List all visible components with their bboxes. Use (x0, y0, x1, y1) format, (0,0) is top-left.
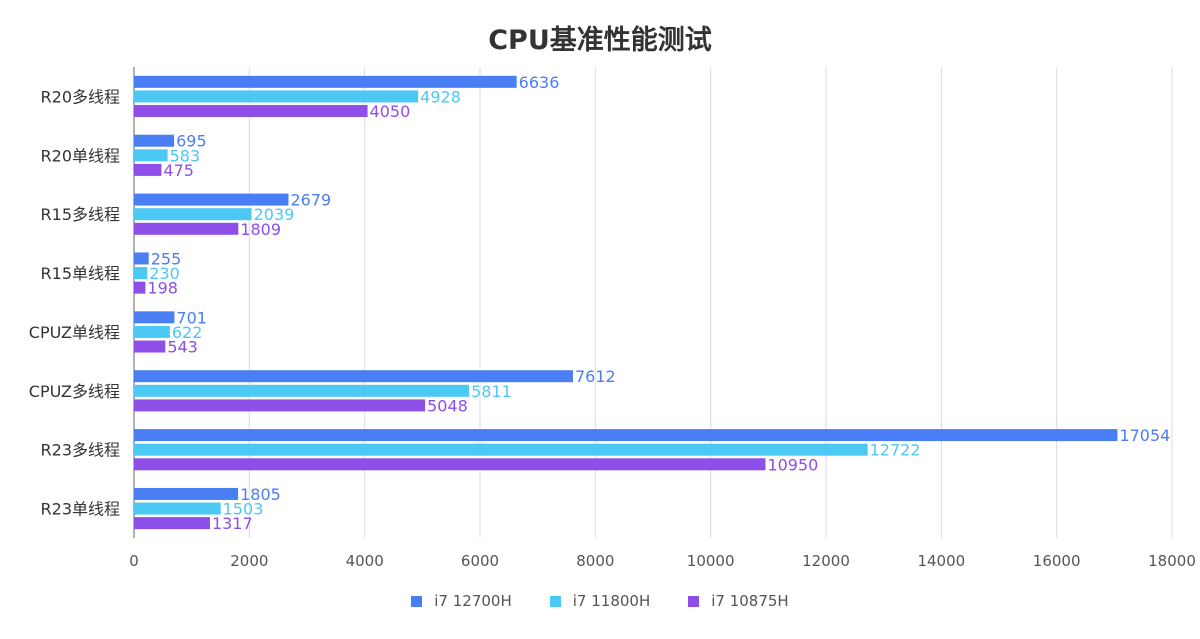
data-label: 701 (176, 308, 207, 327)
bar (134, 502, 221, 515)
data-label: 5811 (471, 382, 512, 401)
bar (134, 90, 419, 103)
data-label: 230 (149, 264, 180, 283)
bar (134, 399, 426, 412)
category-label: R20单线程 (41, 146, 120, 165)
data-label: 6636 (519, 73, 560, 92)
bar (134, 384, 470, 397)
category-label: CPUZ多线程 (29, 382, 120, 401)
x-tick-label: 16000 (1033, 552, 1081, 570)
legend-item[interactable]: i7 11800H (549, 592, 651, 610)
data-label: 198 (147, 279, 178, 298)
legend-swatch (688, 595, 700, 607)
data-label: 17054 (1119, 426, 1170, 445)
x-tick-label: 4000 (346, 552, 384, 570)
legend-swatch (411, 595, 423, 607)
x-tick-label: 2000 (230, 552, 268, 570)
bar (134, 281, 146, 294)
x-tick-label: 12000 (802, 552, 850, 570)
bar (134, 370, 573, 383)
bar (134, 193, 289, 206)
x-tick-label: 0 (129, 552, 139, 570)
legend-swatch (549, 595, 561, 607)
bar (134, 222, 239, 235)
data-label: 622 (172, 323, 203, 342)
legend-label: i7 11800H (572, 592, 651, 610)
category-label: R15多线程 (41, 205, 120, 224)
category-label: R15单线程 (41, 264, 120, 283)
bar (134, 443, 868, 456)
data-label: 543 (167, 338, 198, 357)
category-label: R20多线程 (41, 87, 120, 106)
category-label: R23单线程 (41, 500, 120, 519)
bar (134, 163, 162, 176)
x-tick-label: 14000 (917, 552, 965, 570)
data-label: 5048 (427, 396, 468, 415)
bar (134, 208, 252, 221)
chart-title: CPU基准性能测试 (488, 25, 712, 56)
x-tick-label: 6000 (461, 552, 499, 570)
data-label: 1805 (240, 485, 281, 504)
x-tick-label: 8000 (576, 552, 614, 570)
legend: i7 12700H i7 11800H i7 10875H (0, 592, 1200, 610)
bar (134, 149, 168, 162)
bar (134, 325, 170, 338)
bar (134, 429, 1118, 442)
bar (134, 487, 239, 500)
bar (134, 267, 148, 280)
data-label: 1317 (212, 514, 253, 533)
bar (134, 311, 175, 324)
legend-label: i7 12700H (434, 592, 512, 610)
bar (134, 252, 149, 265)
bar (134, 105, 368, 118)
data-label: 4928 (420, 87, 461, 106)
data-label: 10950 (767, 455, 818, 474)
category-label: CPUZ单线程 (29, 323, 120, 342)
bar (134, 517, 210, 530)
data-label: 1809 (240, 220, 281, 239)
bar (134, 75, 517, 88)
bar (134, 458, 766, 471)
legend-item[interactable]: i7 12700H (411, 592, 512, 610)
bar (134, 340, 166, 353)
data-label: 695 (176, 132, 207, 151)
bar (134, 134, 175, 147)
data-label: 1503 (223, 500, 264, 519)
x-tick-label: 10000 (687, 552, 735, 570)
data-label: 12722 (870, 441, 921, 460)
legend-label: i7 10875H (711, 592, 789, 610)
data-label: 2039 (254, 205, 295, 224)
data-label: 7612 (575, 367, 616, 386)
category-label: R23多线程 (41, 441, 120, 460)
data-label: 475 (163, 161, 194, 180)
x-tick-label: 18000 (1148, 552, 1196, 570)
data-label: 255 (151, 249, 182, 268)
data-label: 583 (170, 146, 201, 165)
legend-item[interactable]: i7 10875H (688, 592, 789, 610)
data-label: 2679 (290, 191, 331, 210)
data-label: 4050 (370, 102, 411, 121)
